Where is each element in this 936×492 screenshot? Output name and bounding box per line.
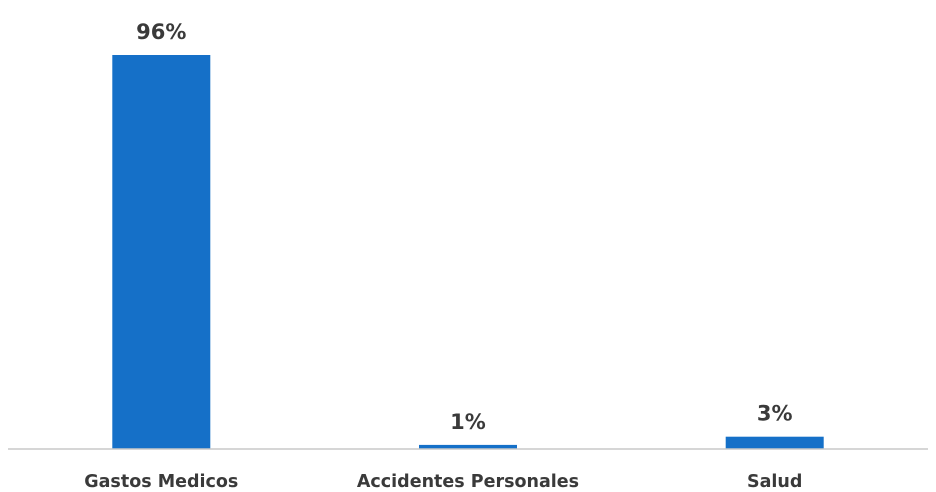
bar-accidentes-personales xyxy=(419,444,517,449)
bar-salud xyxy=(725,436,824,449)
data-label-salud: 3% xyxy=(757,402,793,426)
data-label-gastos-medicos: 96% xyxy=(136,20,186,44)
data-label-accidentes-personales: 1% xyxy=(450,410,486,434)
category-labels-group: Gastos Medicos Accidentes Personales Salud xyxy=(84,472,802,492)
category-label-gastos-medicos: Gastos Medicos xyxy=(84,472,238,492)
data-labels-group: 96% 1% 3% xyxy=(136,20,792,434)
bar-gastos-medicos xyxy=(112,55,211,449)
category-label-salud: Salud xyxy=(747,472,802,492)
category-label-accidentes-personales: Accidentes Personales xyxy=(357,472,579,492)
bars-group xyxy=(112,55,824,449)
